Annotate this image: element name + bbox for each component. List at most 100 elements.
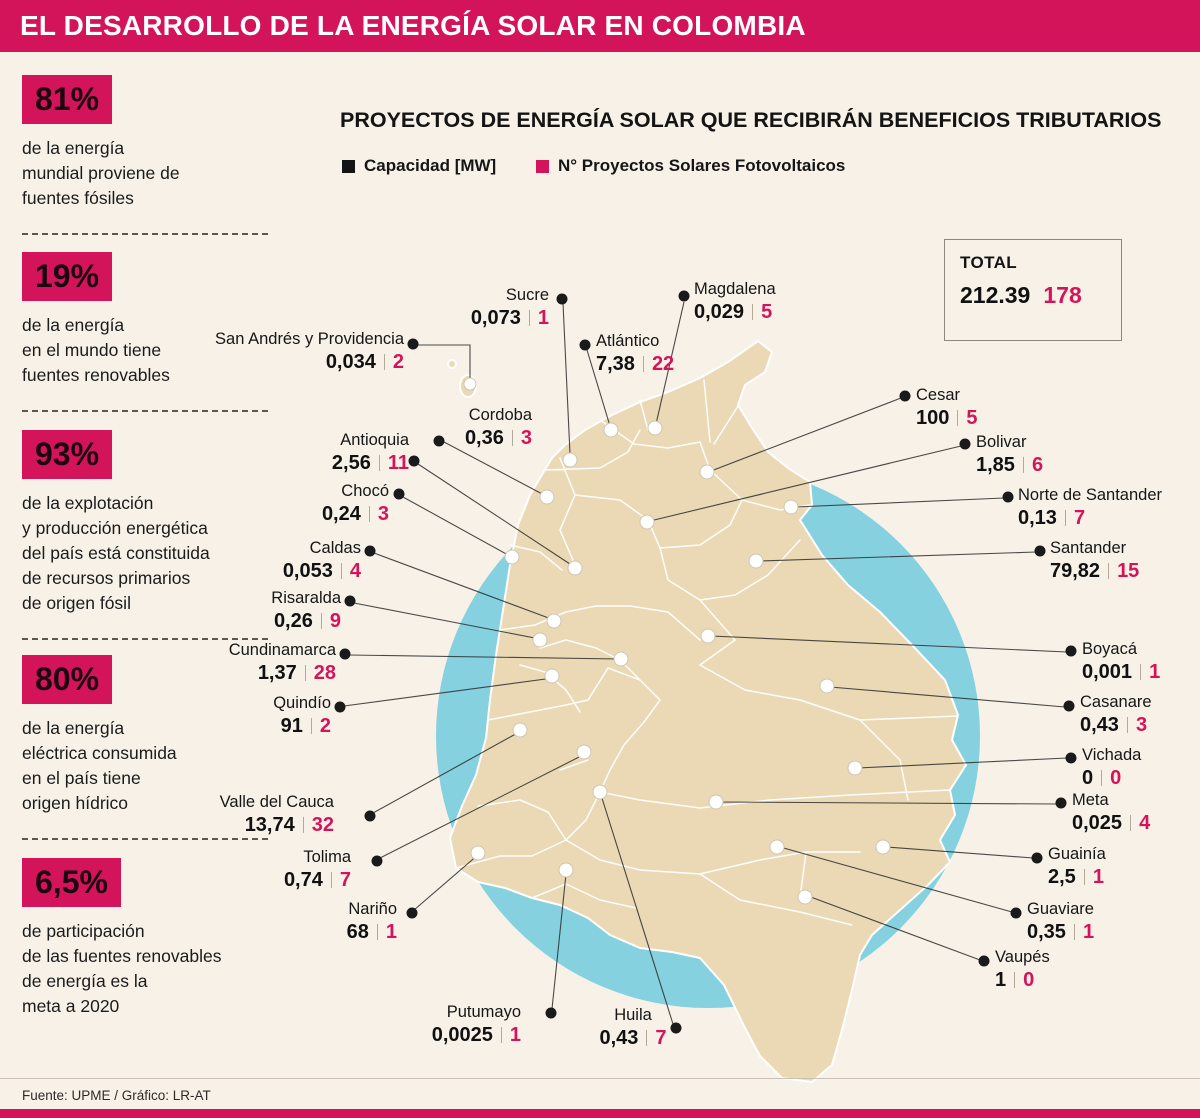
- stat-value: 19%: [22, 252, 113, 302]
- dept-label-boyaca: Boyacá 0,001 1: [1082, 640, 1161, 683]
- dept-label-bolivar: Bolivar 1,85 6: [976, 433, 1044, 476]
- legend-projects-label: N° Proyectos Solares Fotovoltaicos: [558, 156, 846, 175]
- marker-quindio: [544, 668, 560, 684]
- capacity-swatch-icon: [342, 159, 355, 173]
- colombia-country-shape: [449, 340, 967, 1083]
- value-separator: [1126, 716, 1128, 733]
- value-separator: [302, 816, 304, 833]
- marker-magdalena: [647, 420, 663, 436]
- label-dots: [334, 290, 1077, 1034]
- stat-description: de la explotación y producción energétic…: [22, 493, 210, 614]
- marker-santander: [748, 553, 764, 569]
- dept-label-tolima: Tolima 0,74 7: [283, 848, 351, 891]
- callout-lines: [343, 301, 1068, 1025]
- projects-swatch-icon: [536, 159, 549, 173]
- dept-label-guainia: Guainía 2,5 1: [1048, 845, 1106, 888]
- stat-block-renewables-world: 19% de la energía en el mundo tiene fuen…: [22, 252, 274, 413]
- dept-label-cundinamarca: Cundinamarca 1,37 28: [228, 641, 336, 684]
- value-separator: [1140, 663, 1142, 680]
- marker-norte-de-santander: [783, 499, 799, 515]
- page-title: EL DESARROLLO DE LA ENERGÍA SOLAR EN COL…: [20, 10, 806, 41]
- value-separator: [383, 353, 385, 370]
- chart-title: PROYECTOS DE ENERGÍA SOLAR QUE RECIBIRÁN…: [340, 108, 1162, 132]
- marker-boyaca: [700, 628, 716, 644]
- footer-accent-bar: [0, 1109, 1200, 1118]
- dept-label-antioquia: Antioquia 2,56 11: [331, 431, 409, 474]
- header-bar: EL DESARROLLO DE LA ENERGÍA SOLAR EN COL…: [0, 0, 1200, 52]
- value-separator: [1014, 971, 1016, 988]
- marker-tolima: [576, 744, 592, 760]
- value-separator: [304, 664, 306, 681]
- stat-description: de la energía eléctrica consumida en el …: [22, 718, 177, 814]
- value-separator: [1130, 814, 1132, 831]
- value-separator: [1083, 868, 1085, 885]
- marker-casanare: [819, 678, 835, 694]
- total-label: TOTAL: [960, 253, 1018, 272]
- stat-description: de la energía mundial proviene de fuente…: [22, 138, 180, 209]
- value-separator: [376, 923, 378, 940]
- value-separator: [642, 355, 644, 372]
- dept-label-san-andres: San Andrés y Providencia 0,034 2: [215, 330, 404, 373]
- department-boundaries: [455, 379, 959, 926]
- legend-capacity-label: Capacidad [MW]: [364, 156, 497, 175]
- total-values: 212.39 178: [960, 282, 1121, 309]
- total-projects: 178: [1043, 282, 1082, 308]
- dept-label-risaralda: Risaralda 0,26 9: [271, 589, 341, 632]
- dept-label-guaviare: Guaviare 0,35 1: [1027, 900, 1095, 943]
- dept-label-casanare: Casanare 0,43 3: [1080, 693, 1152, 736]
- marker-vichada: [847, 760, 863, 776]
- dashed-divider: [22, 233, 268, 236]
- stat-block-goal-2020: 6,5% de participación de las fuentes ren…: [22, 858, 274, 1019]
- stat-block-fossil-world: 81% de la energía mundial proviene de fu…: [22, 75, 274, 236]
- marker-choco: [504, 549, 520, 565]
- value-separator: [957, 409, 959, 426]
- legend-capacity: Capacidad [MW]: [342, 156, 496, 176]
- stat-description: de la energía en el mundo tiene fuentes …: [22, 315, 170, 386]
- marker-valle-del-cauca: [512, 722, 528, 738]
- value-separator: [1073, 923, 1075, 940]
- marker-guaviare: [769, 839, 785, 855]
- stat-description: de participación de las fuentes renovabl…: [22, 921, 222, 1017]
- value-separator: [1108, 562, 1110, 579]
- dept-label-valle-del-cauca: Valle del Cauca 13,74 32: [219, 793, 334, 836]
- value-separator: [330, 871, 332, 888]
- dashed-divider: [22, 838, 268, 841]
- marker-putumayo: [558, 862, 574, 878]
- dept-label-meta: Meta 0,025 4: [1072, 791, 1151, 834]
- total-box: TOTAL 212.39 178: [944, 239, 1122, 341]
- value-separator: [378, 454, 380, 471]
- value-separator: [310, 717, 312, 734]
- footer-divider: [0, 1078, 1200, 1079]
- total-capacity: 212.39: [960, 282, 1031, 308]
- stat-value: 80%: [22, 655, 113, 705]
- marker-sucre: [562, 452, 578, 468]
- value-separator: [646, 1029, 648, 1046]
- marker-atlantico: [603, 422, 619, 438]
- marker-caldas: [546, 613, 562, 629]
- source-credit: Fuente: UPME / Gráfico: LR-AT: [22, 1088, 211, 1103]
- legend-projects: N° Proyectos Solares Fotovoltaicos: [536, 156, 845, 176]
- value-separator: [511, 429, 513, 446]
- marker-guainia: [875, 839, 891, 855]
- value-separator: [340, 562, 342, 579]
- dept-label-santander: Santander 79,82 15: [1050, 539, 1140, 582]
- dashed-divider: [22, 410, 268, 413]
- dept-label-cordoba: Cordoba 0,36 3: [464, 406, 532, 449]
- marker-cordoba: [539, 489, 555, 505]
- dept-label-atlantico: Atlántico 7,38 22: [596, 332, 675, 375]
- marker-antioquia: [567, 560, 583, 576]
- dept-label-putumayo: Putumayo 0,0025 1: [431, 1003, 521, 1046]
- marker-vaupes: [797, 889, 813, 905]
- dept-label-quindio: Quindío 91 2: [273, 694, 331, 737]
- dashed-divider: [22, 638, 268, 641]
- value-separator: [528, 309, 530, 326]
- marker-risaralda: [532, 632, 548, 648]
- stat-value: 6,5%: [22, 858, 121, 908]
- value-separator: [500, 1026, 502, 1043]
- stat-value: 81%: [22, 75, 113, 125]
- department-markers: [463, 377, 891, 905]
